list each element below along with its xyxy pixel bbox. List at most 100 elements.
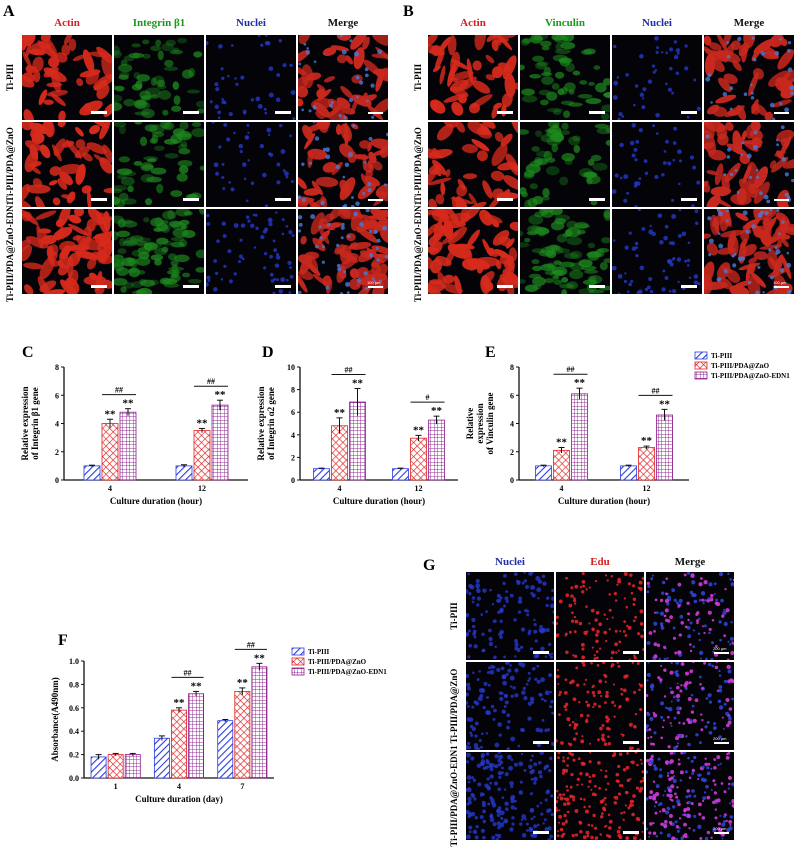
significance-hash: ##: [567, 365, 575, 374]
row-label-2: Ti-PIII/PDA@ZnO-EDN1: [449, 745, 459, 847]
scale-bar: [623, 831, 639, 834]
column-header-nuclei: Nuclei: [642, 17, 672, 29]
x-axis-title: Culture duration (hour): [110, 496, 202, 506]
bar-ti-piii-4: [83, 465, 101, 481]
column-header-merge: Merge: [328, 17, 359, 29]
bar-ti-piii-pda-zno-edn1-4: [188, 693, 205, 779]
y-axis-title: Relative expression: [256, 386, 266, 460]
y-tick-label: 8: [291, 386, 295, 395]
micrograph-tile: [206, 122, 296, 207]
bar-ti-piii-pda-zno-4: [331, 425, 348, 481]
micrograph-tile: [466, 572, 554, 660]
significance-stars: **: [641, 435, 653, 447]
row-label-1: Ti-PIII/PDA@ZnO: [5, 127, 15, 202]
panel-label-a: A: [3, 3, 15, 20]
y-tick-label: 0.2: [69, 751, 79, 760]
legend-gene-expression: Ti-PIII Ti-PIII/PDA@ZnO Ti-PIII/PDA@ZnO-ED…: [694, 351, 790, 380]
y-tick-label: 6: [510, 391, 514, 400]
column-header-nuclei: Nuclei: [236, 17, 266, 29]
significance-stars: **: [574, 377, 586, 389]
scale-bar: [275, 285, 291, 288]
x-tick-label: 12: [643, 484, 651, 493]
significance-stars: **: [431, 405, 443, 417]
bar-ti-piii-pda-zno-12: [193, 430, 211, 481]
micrograph-texture: [206, 211, 295, 294]
significance-stars: **: [237, 677, 249, 689]
significance-stars: **: [334, 407, 346, 419]
panel-a-micrographs: Actin Integrin β1 Nuclei Merge Ti-PIII Ti-PII…: [5, 17, 388, 302]
micrograph-texture: [704, 35, 794, 120]
micrograph-texture: [298, 35, 388, 120]
y-axis-title: of Integrin β1 gene: [30, 387, 40, 459]
column-header-nuclei: Nuclei: [495, 556, 525, 568]
micrograph-tile: [556, 752, 644, 840]
x-tick-label: 4: [177, 782, 181, 791]
micrograph-tile: [206, 35, 296, 120]
scale-bar-label: 200 µm: [713, 826, 727, 831]
y-tick-label: 0.6: [69, 704, 79, 713]
y-axis-title: Relative: [465, 408, 475, 440]
significance-stars: **: [413, 424, 425, 436]
micrograph-texture: [466, 572, 554, 660]
panel-g-micrographs: Nuclei Edu Merge Ti-PIII 200 µm Ti-PIII/PDA@Z…: [449, 556, 734, 847]
micrograph-texture: [22, 122, 112, 207]
x-tick-label: 12: [415, 484, 423, 493]
scale-bar: [497, 285, 513, 288]
x-tick-label: 4: [338, 484, 342, 493]
significance-stars: **: [352, 377, 364, 389]
significance-hash: ##: [184, 668, 192, 677]
micrograph-texture: [556, 572, 644, 660]
legend-label: Ti-PIII/PDA@ZnO-EDN1: [711, 372, 790, 380]
chart-absorbance: 0.0 0.2 0.4 0.6 0.8 1.0 Absorbance(A490nm) Cult…: [50, 640, 274, 804]
micrograph-texture: [211, 122, 294, 207]
micrograph-texture: [466, 752, 554, 840]
scale-bar: [589, 285, 605, 288]
bar-ti-piii-12: [392, 468, 409, 481]
significance-hash: ##: [207, 377, 215, 386]
scale-bar: [497, 198, 513, 201]
micrograph-texture: [114, 37, 204, 119]
panel-label-f: F: [58, 632, 68, 649]
scale-bar: [589, 111, 605, 114]
scale-bar: [91, 285, 107, 288]
column-header-merge: Merge: [734, 17, 765, 29]
panel-label-g: G: [423, 557, 436, 574]
panel-label-d: D: [262, 344, 274, 361]
significance-stars: **: [191, 680, 203, 692]
bar-ti-piii-pda-zno-edn1-7: [251, 666, 268, 779]
y-tick-label: 0: [55, 476, 59, 485]
legend-swatch: [694, 371, 708, 380]
x-tick-label: 12: [198, 484, 206, 493]
scale-bar: [91, 198, 107, 201]
micrograph-texture: [466, 662, 554, 750]
chart-vinculin: 0 2 4 6 8 Relative expression of Vinculin gene C…: [465, 363, 689, 506]
bar-ti-piii-4: [535, 465, 552, 481]
y-tick-label: 2: [510, 448, 514, 457]
micrograph-tile: [612, 209, 702, 294]
row-label-0: Ti-PIII: [5, 63, 15, 91]
bar-ti-piii-4: [313, 468, 330, 481]
y-tick-label: 8: [510, 363, 514, 372]
significance-stars: **: [197, 417, 209, 429]
significance-stars: **: [215, 389, 227, 401]
scale-bar: [533, 831, 549, 834]
chart-integrin-b1: 0 2 4 6 8 Relative expression of Integrin β1 g…: [20, 363, 248, 506]
panel-b-micrographs: Actin Vinculin Nuclei Merge Ti-PIII Ti-PIII/P…: [413, 17, 794, 302]
bar-ti-piii-pda-zno-edn1-12: [656, 414, 673, 481]
panel-label-b: B: [403, 3, 414, 20]
scale-bar-label: 200 µm: [713, 646, 727, 651]
y-tick-label: 0: [510, 476, 514, 485]
y-tick-label: 4: [510, 420, 514, 429]
significance-hash: ##: [652, 386, 660, 395]
scale-bar: [623, 741, 639, 744]
column-header-edu: Edu: [590, 556, 610, 568]
bar-ti-piii-pda-zno-edn1-1: [124, 754, 141, 779]
y-tick-label: 0.0: [69, 774, 79, 783]
scale-bar: [183, 285, 199, 288]
scale-bar: [681, 198, 697, 201]
micrograph-texture: [646, 662, 734, 750]
micrograph-texture: [646, 572, 734, 660]
y-tick-label: 0: [291, 476, 295, 485]
scale-bar: [623, 651, 639, 654]
y-tick-label: 6: [291, 408, 295, 417]
